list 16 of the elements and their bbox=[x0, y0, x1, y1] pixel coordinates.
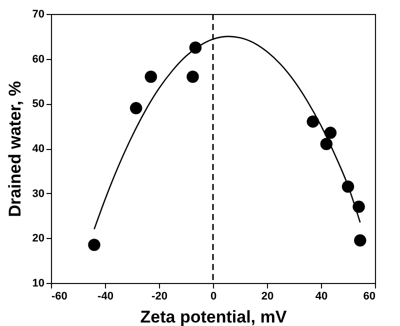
x-tick-label: 40 bbox=[315, 290, 328, 302]
x-tick-label: -60 bbox=[52, 290, 68, 302]
y-tick-label: 40 bbox=[32, 143, 44, 155]
y-tick-label: 70 bbox=[32, 8, 44, 20]
y-axis-title: Drained water, % bbox=[5, 80, 24, 218]
y-tick-label: 30 bbox=[32, 188, 44, 200]
x-axis-title: Zeta potential, mV bbox=[140, 308, 288, 326]
y-tick-label: 10 bbox=[32, 278, 44, 290]
y-tick-label: 60 bbox=[32, 53, 44, 66]
x-tick-label: -20 bbox=[152, 290, 168, 302]
x-tick-label: -40 bbox=[98, 290, 114, 302]
x-tick-label: 20 bbox=[261, 290, 274, 302]
x-tick-label: 0 bbox=[210, 290, 217, 302]
y-tick-label: 20 bbox=[32, 232, 44, 245]
x-tick-label: 60 bbox=[363, 290, 376, 302]
y-tick-label: 50 bbox=[32, 98, 44, 110]
